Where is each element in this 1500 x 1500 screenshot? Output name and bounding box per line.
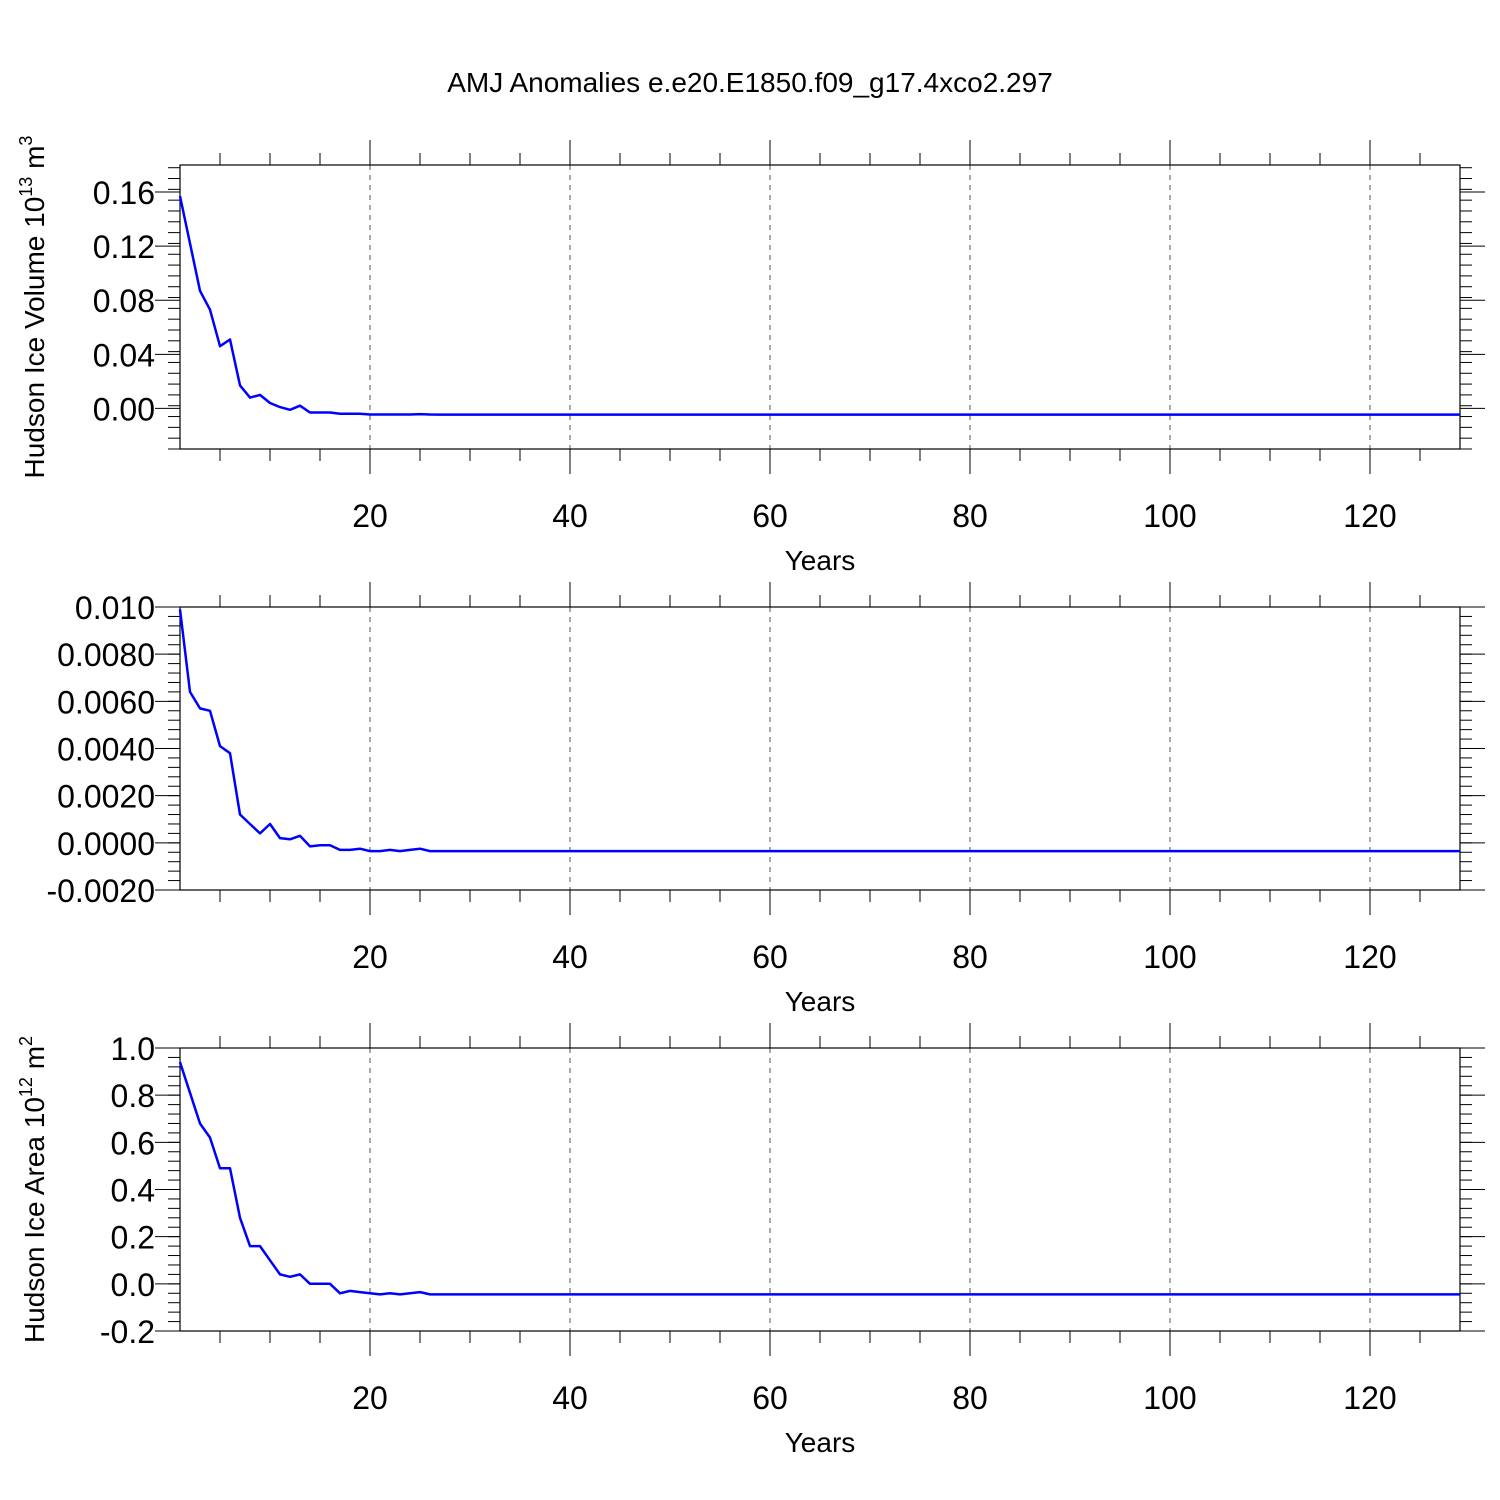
y-tick-label: 0.0000 — [57, 826, 155, 862]
y-tick-label: -0.0020 — [46, 873, 155, 909]
y-tick-label: 0.0080 — [57, 637, 155, 673]
x-tick-label: 20 — [352, 498, 388, 534]
chart-title: AMJ Anomalies e.e20.E1850.f09_g17.4xco2.… — [447, 67, 1053, 98]
x-tick-label: 60 — [752, 939, 788, 975]
x-tick-label: 80 — [952, 1380, 988, 1416]
y-axis-label-unit-exponent: 2 — [16, 1036, 36, 1046]
x-tick-label: 100 — [1143, 498, 1196, 534]
y-tick-label: 0.0060 — [57, 684, 155, 720]
y-tick-label: 0.6 — [111, 1125, 155, 1161]
y-tick-label: 0.0020 — [57, 779, 155, 815]
x-tick-label: 120 — [1343, 1380, 1396, 1416]
y-tick-label: 1.0 — [111, 1031, 155, 1067]
y-tick-label: 0.0 — [111, 1267, 155, 1303]
y-tick-label: 0.00 — [93, 391, 155, 427]
y-axis-label: Hudson Ice Volume 1013 m3 — [16, 136, 50, 479]
panel-1: 20 40 60 80 100 120 0.00 0.04 0.08 0.12 0.16 Years H… — [16, 136, 1485, 576]
x-tick-label: 100 — [1143, 939, 1196, 975]
plot-frame — [179, 1047, 1461, 1332]
y-axis-label-exponent: 12 — [16, 1077, 36, 1097]
x-tick-label: 40 — [552, 939, 588, 975]
y-tick-label: -0.2 — [100, 1314, 155, 1350]
series-line — [178, 609, 1460, 853]
y-tick-label: 0.0040 — [57, 732, 155, 768]
x-axis-label: Years — [785, 1427, 856, 1458]
series-line — [178, 195, 1460, 416]
x-axis-label: Years — [785, 986, 856, 1017]
x-tick-label: 40 — [552, 1380, 588, 1416]
x-tick-label: 40 — [552, 498, 588, 534]
x-tick-label: 60 — [752, 498, 788, 534]
plot-frame — [179, 164, 1461, 450]
plot-frame — [179, 606, 1461, 891]
y-axis-label-main: Hudson Ice Volume 10 — [19, 197, 50, 479]
y-tick-label: 0.4 — [111, 1173, 155, 1209]
series-line — [178, 1061, 1460, 1296]
panel-2: 20 40 60 80 100 120 -0.0020 0.0000 0.0020 0.0040 0… — [46, 582, 1485, 1017]
y-axis-label: Hudson Ice Area 1012 m2 — [16, 1036, 50, 1343]
x-tick-label: 20 — [352, 1380, 388, 1416]
y-axis-label-unit-exponent: 3 — [16, 136, 36, 146]
x-tick-label: 80 — [952, 939, 988, 975]
y-axis-label-main: Hudson Ice Area 10 — [19, 1097, 50, 1343]
x-axis-label: Years — [785, 545, 856, 576]
panel-3: 20 40 60 80 100 120 -0.2 0.0 0.2 0.4 0.6 0.8 1.0 Year… — [16, 1023, 1485, 1458]
x-tick-label: 100 — [1143, 1380, 1196, 1416]
y-axis-label-unit: m — [19, 1046, 50, 1077]
x-tick-label: 120 — [1343, 939, 1396, 975]
y-tick-label: 0.16 — [93, 175, 155, 211]
x-tick-label: 60 — [752, 1380, 788, 1416]
y-tick-label: 0.08 — [93, 283, 155, 319]
x-tick-label: 120 — [1343, 498, 1396, 534]
y-tick-label: 0.010 — [75, 590, 155, 626]
x-tick-label: 20 — [352, 939, 388, 975]
y-tick-label: 0.8 — [111, 1078, 155, 1114]
y-tick-label: 0.04 — [93, 337, 155, 373]
y-axis-label-unit: m — [19, 146, 50, 177]
y-axis-label-exponent: 13 — [16, 177, 36, 197]
y-tick-label: 0.2 — [111, 1220, 155, 1256]
x-tick-label: 80 — [952, 498, 988, 534]
y-tick-label: 0.12 — [93, 229, 155, 265]
